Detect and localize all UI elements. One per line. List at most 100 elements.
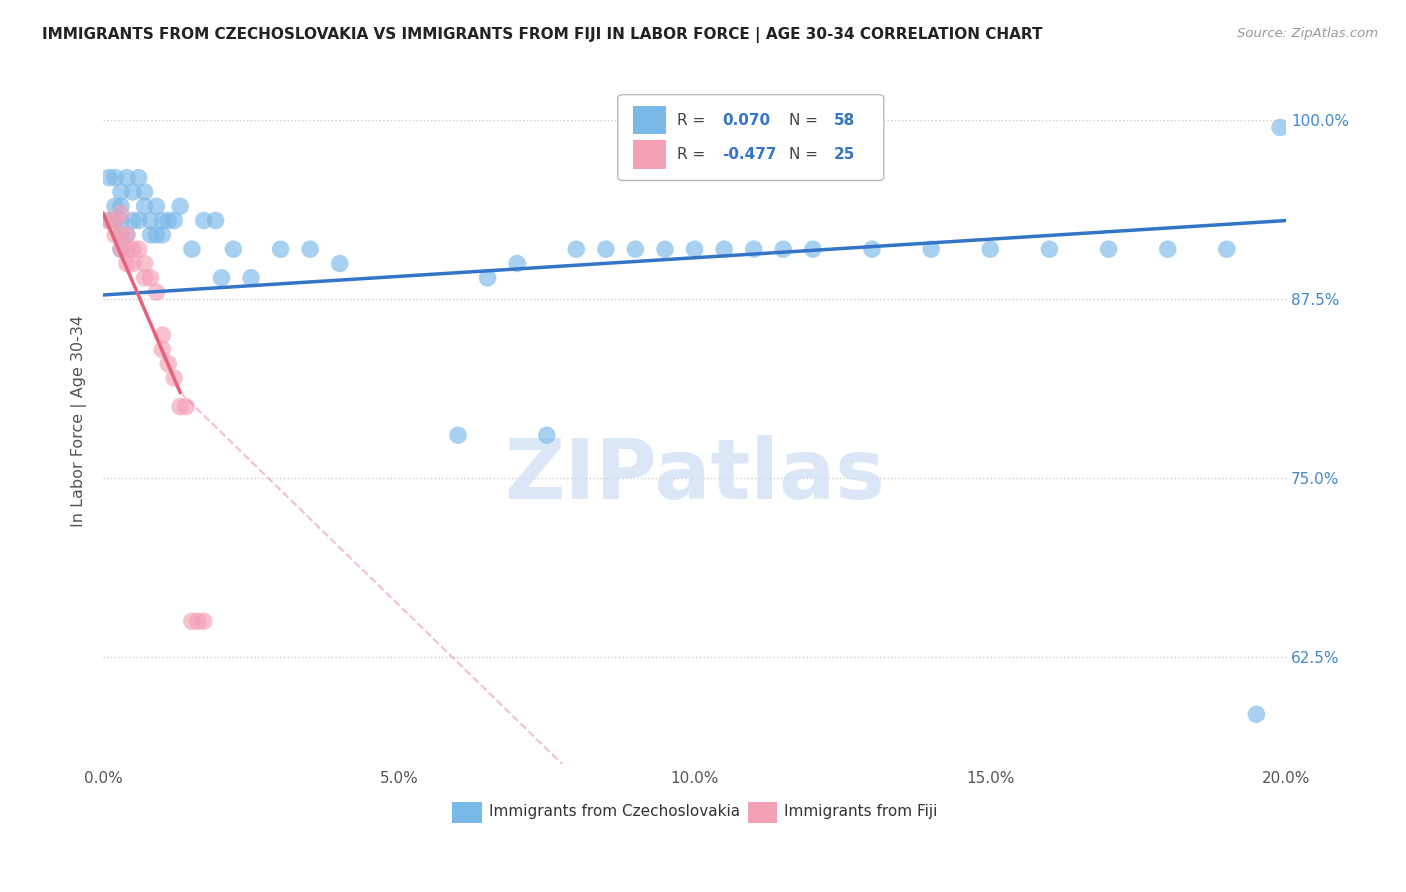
- Point: [110, 213, 132, 227]
- Point: [979, 242, 1001, 256]
- Point: [180, 242, 202, 256]
- Point: [624, 242, 647, 256]
- Point: [150, 328, 173, 343]
- Point: [110, 227, 132, 242]
- Point: [1157, 242, 1180, 256]
- Point: [128, 242, 150, 256]
- Point: [193, 213, 215, 227]
- Point: [1268, 120, 1291, 135]
- Point: [654, 242, 676, 256]
- Point: [174, 400, 197, 414]
- Point: [121, 185, 143, 199]
- Point: [506, 256, 529, 270]
- Text: 0.070: 0.070: [721, 112, 770, 128]
- Point: [139, 270, 162, 285]
- Point: [104, 213, 127, 227]
- Text: 25: 25: [834, 147, 855, 161]
- Text: R =: R =: [676, 112, 710, 128]
- Point: [98, 213, 121, 227]
- Point: [299, 242, 322, 256]
- Point: [169, 199, 191, 213]
- FancyBboxPatch shape: [453, 802, 482, 823]
- Point: [477, 270, 499, 285]
- Point: [150, 227, 173, 242]
- Point: [145, 199, 167, 213]
- FancyBboxPatch shape: [748, 802, 778, 823]
- Point: [110, 242, 132, 256]
- Point: [157, 357, 180, 371]
- Point: [270, 242, 292, 256]
- Y-axis label: In Labor Force | Age 30-34: In Labor Force | Age 30-34: [72, 315, 87, 527]
- Text: Source: ZipAtlas.com: Source: ZipAtlas.com: [1237, 27, 1378, 40]
- Point: [1216, 242, 1239, 256]
- Point: [134, 199, 156, 213]
- Point: [145, 227, 167, 242]
- Point: [920, 242, 942, 256]
- Text: IMMIGRANTS FROM CZECHOSLOVAKIA VS IMMIGRANTS FROM FIJI IN LABOR FORCE | AGE 30-3: IMMIGRANTS FROM CZECHOSLOVAKIA VS IMMIGR…: [42, 27, 1043, 43]
- Point: [121, 213, 143, 227]
- Point: [447, 428, 470, 442]
- Point: [860, 242, 883, 256]
- Point: [110, 206, 132, 220]
- Text: 58: 58: [834, 112, 855, 128]
- Point: [565, 242, 588, 256]
- Point: [157, 213, 180, 227]
- Point: [180, 615, 202, 629]
- Point: [1038, 242, 1060, 256]
- Text: R =: R =: [676, 147, 710, 161]
- Point: [211, 270, 233, 285]
- Point: [713, 242, 735, 256]
- Point: [240, 270, 263, 285]
- Point: [104, 227, 127, 242]
- Point: [150, 343, 173, 357]
- Point: [110, 227, 132, 242]
- Point: [772, 242, 794, 256]
- Point: [139, 227, 162, 242]
- Point: [193, 615, 215, 629]
- Point: [595, 242, 617, 256]
- Point: [98, 170, 121, 185]
- Point: [128, 170, 150, 185]
- Point: [683, 242, 706, 256]
- Text: N =: N =: [789, 112, 823, 128]
- Point: [134, 256, 156, 270]
- Text: ZIPatlas: ZIPatlas: [505, 435, 886, 516]
- Point: [139, 213, 162, 227]
- Point: [121, 242, 143, 256]
- Point: [204, 213, 226, 227]
- Point: [1097, 242, 1119, 256]
- FancyBboxPatch shape: [633, 140, 666, 169]
- Point: [742, 242, 765, 256]
- Point: [98, 213, 121, 227]
- Point: [104, 170, 127, 185]
- Point: [110, 242, 132, 256]
- Text: Immigrants from Fiji: Immigrants from Fiji: [785, 804, 938, 819]
- Point: [1246, 707, 1268, 722]
- FancyBboxPatch shape: [633, 105, 666, 135]
- Point: [536, 428, 558, 442]
- Text: Immigrants from Czechoslovakia: Immigrants from Czechoslovakia: [489, 804, 740, 819]
- Point: [134, 270, 156, 285]
- Point: [115, 227, 138, 242]
- FancyBboxPatch shape: [617, 95, 884, 180]
- Point: [115, 227, 138, 242]
- Point: [104, 213, 127, 227]
- Point: [163, 371, 186, 385]
- Point: [187, 615, 209, 629]
- Point: [169, 400, 191, 414]
- Point: [801, 242, 824, 256]
- Point: [150, 213, 173, 227]
- Text: -0.477: -0.477: [721, 147, 776, 161]
- Point: [115, 242, 138, 256]
- Point: [121, 256, 143, 270]
- Point: [110, 199, 132, 213]
- Point: [134, 185, 156, 199]
- Point: [115, 170, 138, 185]
- Point: [110, 185, 132, 199]
- Point: [329, 256, 352, 270]
- Point: [145, 285, 167, 299]
- Point: [222, 242, 245, 256]
- Point: [104, 199, 127, 213]
- Point: [115, 256, 138, 270]
- Text: N =: N =: [789, 147, 823, 161]
